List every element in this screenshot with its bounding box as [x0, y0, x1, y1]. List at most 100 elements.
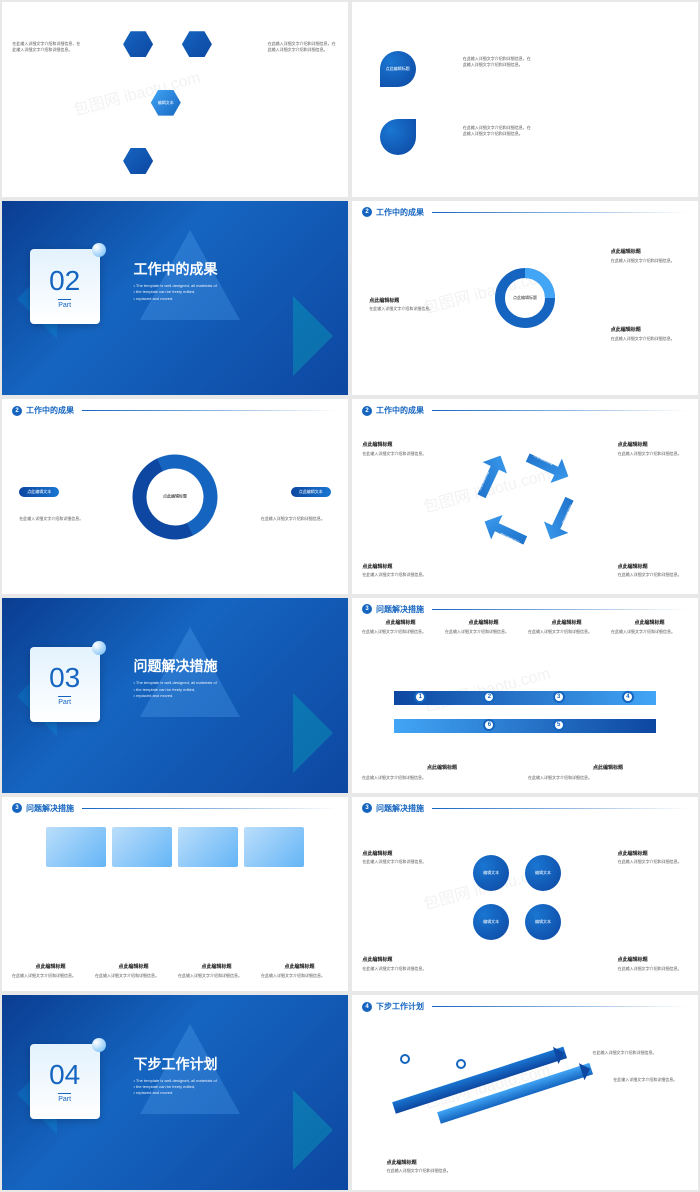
circle-node: 编辑文本	[525, 904, 561, 940]
slide-header: 2 工作中的成果	[352, 399, 698, 422]
caption-title: 点此编辑标题	[178, 964, 255, 972]
slide-header: 3 问题解决措施	[352, 598, 698, 621]
card-dot	[92, 641, 106, 655]
header-badge: 3	[12, 803, 22, 813]
circle-node: 编辑文本	[473, 855, 509, 891]
section-title: 工作中的成果	[133, 259, 217, 279]
header-title: 工作中的成果	[26, 405, 74, 416]
card-dot	[92, 243, 106, 257]
item-desc: 在此输入详细文字介绍和详细信息。	[362, 572, 426, 577]
item-title: 点此编辑标题	[362, 851, 432, 859]
pill-label: 点此编辑文本	[19, 487, 59, 497]
item-title: 点此编辑标题	[369, 298, 439, 306]
slide-steps: 3 问题解决措施 包图网 ibaotu.com 1 2 3 4 5 6 点此编辑…	[352, 598, 698, 793]
slide-header: 2 工作中的成果	[352, 201, 698, 224]
cycle-diagram: 点此编辑标题	[133, 454, 218, 539]
photo-captions: 点此编辑标题在此输入详细文字介绍和详细信息。 点此编辑标题在此输入详细文字介绍和…	[12, 964, 338, 980]
hex-center: 编辑文本	[151, 90, 181, 116]
step-title: 点此编辑标题	[528, 765, 688, 773]
desc-text: 在此输入详细文字介绍和详细信息，在此输入详细文字介绍和详细信息。	[12, 41, 80, 52]
section-divider-04: 04 Part 下步工作计划 The template is well-desi…	[2, 995, 348, 1190]
hex-node	[182, 31, 212, 57]
item-desc: 在此输入详细文字介绍和详细信息。	[618, 451, 682, 456]
item-title: 点此编辑标题	[611, 249, 681, 257]
slide-header: 2 工作中的成果	[2, 399, 348, 422]
part-label: Part	[58, 696, 71, 706]
slide-hexagon: 包图网 ibaotu.com 编辑文本 在此输入详细文字介绍和详细信息，在此输入…	[2, 2, 348, 197]
item-title: 点此编辑标题	[362, 442, 432, 450]
part-label: Part	[58, 1093, 71, 1103]
header-title: 下步工作计划	[376, 1001, 424, 1012]
watermark: 包图网 ibaotu.com	[420, 659, 552, 716]
step-number: 5	[553, 719, 565, 731]
section-text: 工作中的成果 The template is well-designed, al…	[133, 259, 217, 302]
hex-node	[123, 31, 153, 57]
item-desc: 在此输入详细文字介绍和详细信息。	[362, 451, 426, 456]
section-card: 03 Part	[30, 647, 100, 722]
photo-placeholder	[46, 827, 106, 867]
drop-shape: 点此编辑标题	[380, 51, 416, 87]
donut-center: 点此编辑标题	[513, 295, 537, 301]
section-divider-02: 02 Part 工作中的成果 The template is well-desi…	[2, 201, 348, 396]
photo-placeholder	[244, 827, 304, 867]
caption-title: 点此编辑标题	[95, 964, 172, 972]
header-title: 问题解决措施	[376, 803, 424, 814]
slide-arrows-3d: 4 下步工作计划 包图网 ibaotu.com 在此输入详细文字介绍和详细信息。…	[352, 995, 698, 1190]
section-text: 问题解决措施 The template is well-designed, al…	[133, 656, 217, 699]
slide-header: 3 问题解决措施	[2, 797, 348, 820]
section-number: 02	[49, 265, 80, 297]
cycle-arrow: 点此编辑标题	[518, 437, 578, 497]
item-title: 点此编辑标题	[362, 957, 432, 965]
step-title: 点此编辑标题	[362, 620, 439, 628]
header-badge: 3	[362, 803, 372, 813]
item-title: 点此编辑标题	[362, 564, 432, 572]
item-title: 点此编辑标题	[618, 851, 688, 859]
step-title: 点此编辑标题	[362, 765, 522, 773]
section-title: 问题解决措施	[133, 656, 217, 676]
step-title: 点此编辑标题	[445, 620, 522, 628]
item-title: 点此编辑标题	[618, 564, 688, 572]
item-desc: 在此输入详细文字介绍和详细信息。	[261, 516, 325, 521]
header-badge: 2	[362, 406, 372, 416]
item-desc: 在此输入详细文字介绍和详细信息。	[611, 336, 675, 341]
slide-grid: 包图网 ibaotu.com 编辑文本 在此输入详细文字介绍和详细信息，在此输入…	[0, 0, 700, 1192]
header-title: 问题解决措施	[26, 803, 74, 814]
slide-cycle-2: 2 工作中的成果 点此编辑标题 点此编辑文本 点此编辑文本 在此输入详细文字介绍…	[2, 399, 348, 594]
section-bullets: The template is well-designed, all mater…	[133, 283, 217, 302]
slide-donut: 2 工作中的成果 包图网 ibaotu.com 点此编辑标题 点此编辑标题在此输…	[352, 201, 698, 396]
arrow-dot	[456, 1059, 466, 1069]
section-card: 04 Part	[30, 1044, 100, 1119]
cycle-arrow: 点此编辑标题	[461, 446, 521, 506]
slide-drops: 点此编辑标题 在此输入详细文字介绍和详细信息，在此输入详细文字介绍和详细信息。 …	[352, 2, 698, 197]
card-dot	[92, 1038, 106, 1052]
pill-label: 点此编辑文本	[291, 487, 331, 497]
step-bar-top	[394, 691, 657, 705]
header-title: 问题解决措施	[376, 604, 424, 615]
section-number: 04	[49, 1059, 80, 1091]
item-desc: 在此输入详细文字介绍和详细信息。	[611, 258, 675, 263]
item-title: 点此编辑标题	[618, 957, 688, 965]
desc-text: 在此输入详细文字介绍和详细信息，在此输入详细文字介绍和详细信息。	[268, 41, 336, 52]
item-desc: 在此输入详细文字介绍和详细信息。	[618, 572, 682, 577]
section-bullets: The template is well-designed, all mater…	[133, 1078, 217, 1097]
watermark: 包图网 ibaotu.com	[70, 63, 202, 120]
photo-placeholder	[178, 827, 238, 867]
item-desc: 在此输入详细文字介绍和详细信息。	[19, 516, 83, 521]
section-title: 下步工作计划	[133, 1054, 217, 1074]
step-bar-bottom	[394, 719, 657, 733]
section-number: 03	[49, 662, 80, 694]
slide-header: 3 问题解决措施	[352, 797, 698, 820]
drop-shape	[380, 119, 416, 155]
cycle-arrow: 点此编辑标题	[530, 489, 590, 549]
cycle-arrow: 点此编辑标题	[475, 501, 535, 561]
desc-text: 在此输入详细文字介绍和详细信息，在此输入详细文字介绍和详细信息。	[463, 125, 531, 136]
item-desc: 在此输入详细文字介绍和详细信息。	[369, 306, 433, 311]
desc-text: 在此输入详细文字介绍和详细信息，在此输入详细文字介绍和详细信息。	[463, 56, 531, 67]
section-divider-03: 03 Part 问题解决措施 The template is well-desi…	[2, 598, 348, 793]
cycle-4-arrows: 点此编辑标题 点此编辑标题 点此编辑标题 点此编辑标题	[478, 449, 573, 544]
drop-label: 点此编辑标题	[386, 66, 410, 72]
arrow-label: 在此输入详细文字介绍和详细信息。	[613, 1077, 677, 1082]
caption-title: 点此编辑标题	[12, 964, 89, 972]
arrow-dot	[400, 1054, 410, 1064]
item-title: 点此编辑标题	[387, 1160, 457, 1168]
